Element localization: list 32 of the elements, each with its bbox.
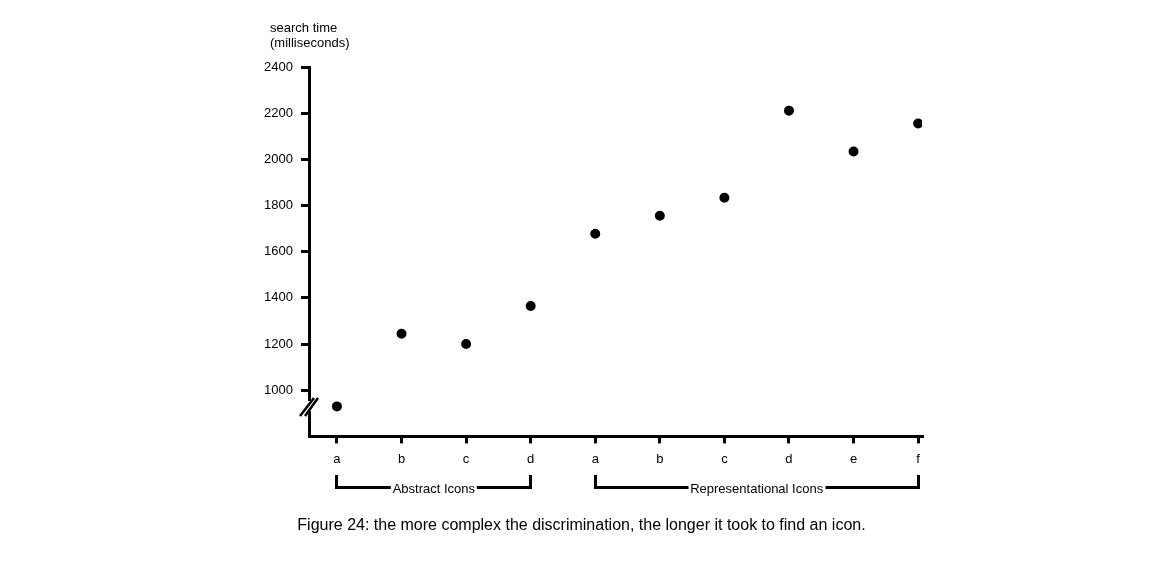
x-tick-label: a [333, 450, 342, 466]
y-tick-label: 1600 [264, 243, 293, 259]
text: Representational Icons [688, 480, 826, 496]
y-tick-label: 2400 [264, 58, 293, 74]
point [848, 146, 859, 157]
caption: Figure 24: the more complex the discrimination, the longer it took to find an icon. [296, 516, 867, 534]
y-tick-label: 2200 [264, 104, 293, 120]
point [783, 105, 794, 116]
x-tick-label: c [721, 450, 729, 466]
x-tick-label: a [591, 450, 600, 466]
point [913, 118, 922, 129]
x-tick-label: e [849, 450, 858, 466]
point [590, 228, 601, 239]
point [461, 339, 472, 350]
y-axis-title: search time (milliseconds) [270, 20, 351, 50]
point [396, 328, 407, 339]
y-tick-label: 2000 [264, 150, 293, 166]
point [331, 401, 342, 412]
x-tick-label: f [916, 450, 921, 466]
y-tick-label: 1200 [264, 335, 293, 351]
x-tick-label: c [462, 450, 470, 466]
x-tick-label: d [785, 450, 793, 466]
point [719, 192, 730, 203]
point [525, 300, 536, 311]
x-tick-label: b [656, 450, 664, 466]
y-tick-label: 1400 [264, 289, 293, 305]
point [654, 210, 665, 221]
y-tick-label: 1800 [264, 197, 293, 213]
x-tick-label: b [397, 450, 406, 466]
x-tick-label: d [527, 450, 535, 466]
text: Abstract Icons [390, 480, 477, 496]
y-tick-label: 1000 [264, 381, 293, 397]
